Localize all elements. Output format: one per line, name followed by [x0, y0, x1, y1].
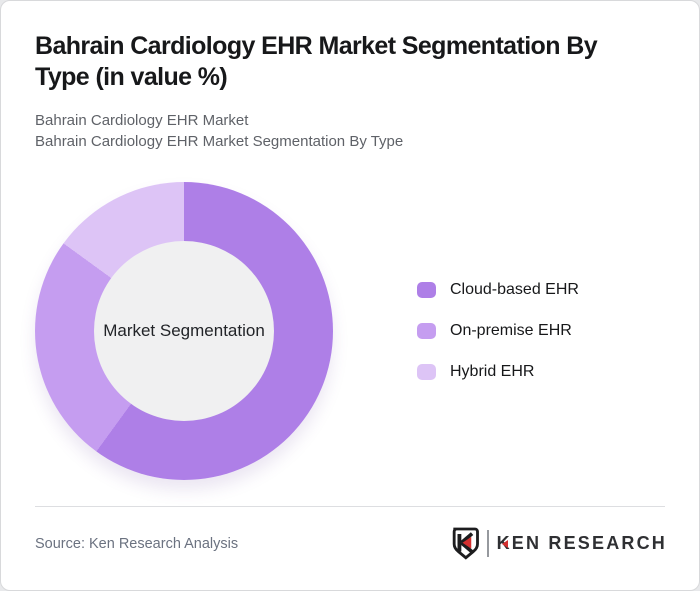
donut-center-label: Market Segmentation [103, 320, 265, 340]
legend-swatch [417, 281, 436, 298]
legend-swatch [417, 322, 436, 339]
subtitle-line-2: Bahrain Cardiology EHR Market Segmentati… [35, 132, 404, 150]
chart-area: Market Segmentation Cloud-based EHR On-pr… [35, 181, 699, 480]
legend-label: On-premise EHR [450, 321, 572, 339]
chart-legend: Cloud-based EHR On-premise EHR Hybrid EHR [417, 281, 579, 381]
chart-subtitles: Bahrain Cardiology EHR Market Bahrain Ca… [35, 110, 665, 152]
legend-item-cloud-based-ehr: Cloud-based EHR [417, 281, 579, 299]
legend-swatch [417, 363, 436, 380]
footer-divider [35, 505, 665, 507]
donut-center: Market Segmentation [94, 240, 274, 421]
legend-item-on-premise-ehr: On-premise EHR [417, 322, 579, 340]
legend-item-hybrid-ehr: Hybrid EHR [417, 363, 579, 381]
logo-wordmark: KEN RESEARCH [497, 533, 667, 554]
logo-text: KEN RESEARCH [496, 533, 667, 553]
footer: Source: Ken Research Analysis KEN RESEAR… [35, 527, 667, 561]
logo-k-triangle-icon [501, 539, 508, 548]
source-text: Source: Ken Research Analysis [35, 535, 239, 552]
donut-chart: Market Segmentation [35, 181, 333, 480]
chart-title: Bahrain Cardiology EHR Market Segmentati… [35, 32, 598, 91]
legend-label: Hybrid EHR [450, 362, 535, 380]
ken-research-shield-icon [452, 527, 479, 560]
logo-separator [486, 530, 489, 557]
legend-label: Cloud-based EHR [450, 280, 579, 298]
ken-research-logo: KEN RESEARCH [450, 527, 667, 561]
subtitle-line-1: Bahrain Cardiology EHR Market [35, 111, 249, 129]
